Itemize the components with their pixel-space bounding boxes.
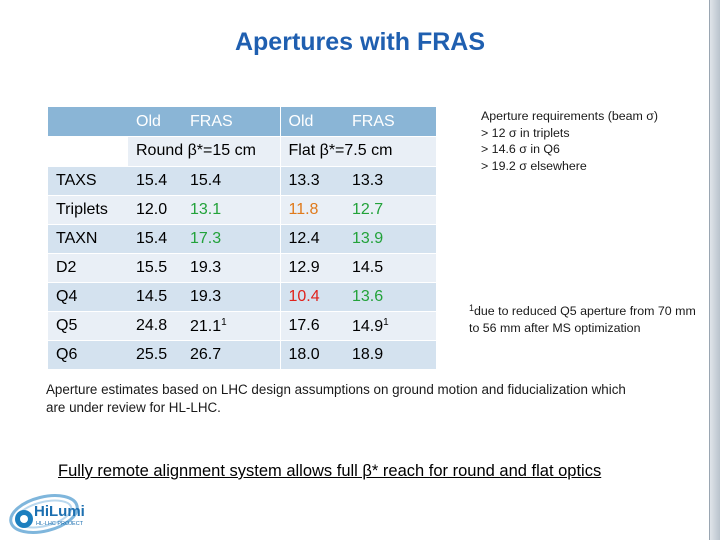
estimates-note: Aperture estimates based on LHC design a… xyxy=(46,382,626,415)
table-row: Triplets 12.0 13.1 11.8 12.7 xyxy=(48,195,436,225)
table-cell: 15.4 xyxy=(128,224,182,254)
footnote-ref: 1 xyxy=(383,316,389,328)
cell-value: 13.6 xyxy=(352,287,384,305)
cell-value: 13.1 xyxy=(190,200,222,218)
apertures-table: Old FRAS Old FRAS Round β*=15 cm Flat β*… xyxy=(48,107,436,371)
row-label: D2 xyxy=(48,253,128,283)
table-cell: 18.9 xyxy=(344,340,436,371)
table-cell: 18.0 xyxy=(280,340,344,371)
table-cell: 17.6 xyxy=(280,311,344,342)
table-cell: 15.4 xyxy=(182,166,281,196)
cell-value: 11.8 xyxy=(288,200,319,218)
row-label: Q4 xyxy=(48,282,128,312)
cell-value: 13.9 xyxy=(352,229,384,247)
conclusion-text: Fully remote alignment system allows ful… xyxy=(58,462,602,480)
cell-value: 12.0 xyxy=(136,200,168,218)
cell-value: 15.4 xyxy=(190,171,222,189)
footnote-ref: 1 xyxy=(221,316,227,328)
logo-name: HiLumi xyxy=(34,503,85,520)
row-label: Triplets xyxy=(48,195,128,225)
table-header-row: Old FRAS Old FRAS xyxy=(48,107,436,137)
cell-value: 13.3 xyxy=(288,171,320,189)
cell-value: 13.3 xyxy=(352,171,384,189)
table-cell: 19.3 xyxy=(182,282,281,312)
table-cell: 13.3 xyxy=(280,166,344,196)
group-label-flat: Flat β*=7.5 cm xyxy=(280,136,436,167)
table-cell: 13.9 xyxy=(344,224,436,254)
cell-value: 14.5 xyxy=(352,258,384,276)
cell-value: 17.3 xyxy=(190,229,222,247)
footnote-text: due to reduced Q5 aperture from 70 mm to… xyxy=(469,304,696,335)
q5-footnote: 1due to reduced Q5 aperture from 70 mm t… xyxy=(469,300,709,337)
header-cell: Old xyxy=(280,107,344,137)
group-label-round: Round β*=15 cm xyxy=(128,136,281,167)
table-cell: 12.7 xyxy=(344,195,436,225)
table-cell: 10.4 xyxy=(280,282,344,312)
cell-value: 25.5 xyxy=(136,346,168,364)
table-cell: 13.6 xyxy=(344,282,436,312)
group-corner xyxy=(48,136,128,167)
cell-value: 19.3 xyxy=(190,258,222,276)
cell-value: 15.5 xyxy=(136,258,168,276)
table-cell: 25.5 xyxy=(128,340,182,371)
table-corner xyxy=(48,107,128,137)
cell-value: 14.9 xyxy=(352,317,384,335)
cell-value: 12.4 xyxy=(288,229,320,247)
table-group-row: Round β*=15 cm Flat β*=7.5 cm xyxy=(48,136,436,167)
cell-value: 10.4 xyxy=(288,287,320,305)
table-cell: 17.3 xyxy=(182,224,281,254)
requirements-line: Aperture requirements (beam σ) xyxy=(481,109,659,123)
cell-value: 18.0 xyxy=(288,346,320,364)
cell-value: 14.5 xyxy=(136,287,168,305)
table-cell: 21.11 xyxy=(182,311,281,342)
table-row: TAXS 15.4 15.4 13.3 13.3 xyxy=(48,166,436,196)
requirements-line: > 14.6 σ in Q6 xyxy=(481,142,560,156)
table-row: Q6 25.5 26.7 18.0 18.9 xyxy=(48,340,436,371)
table-cell: 24.8 xyxy=(128,311,182,342)
table-row: D2 15.5 19.3 12.9 14.5 xyxy=(48,253,436,283)
header-cell: FRAS xyxy=(344,107,436,137)
table-cell: 19.3 xyxy=(182,253,281,283)
hilumi-logo: HiLumi HL-LHC PROJECT xyxy=(9,494,85,534)
table-row: Q5 24.8 21.11 17.6 14.91 xyxy=(48,311,436,342)
cell-value: 12.7 xyxy=(352,200,384,218)
cell-value: 19.3 xyxy=(190,287,222,305)
table-cell: 12.4 xyxy=(280,224,344,254)
cell-value: 26.7 xyxy=(190,346,222,364)
cell-value: 24.8 xyxy=(136,317,168,335)
cell-value: 18.9 xyxy=(352,346,384,364)
row-label: Q6 xyxy=(48,340,128,371)
cell-value: 12.9 xyxy=(288,258,320,276)
table-cell: 26.7 xyxy=(182,340,281,371)
table-cell: 13.3 xyxy=(344,166,436,196)
table-cell: 13.1 xyxy=(182,195,281,225)
header-cell: Old xyxy=(128,107,182,137)
table-cell: 15.5 xyxy=(128,253,182,283)
table-row: TAXN 15.4 17.3 12.4 13.9 xyxy=(48,224,436,254)
table-row: Q4 14.5 19.3 10.4 13.6 xyxy=(48,282,436,312)
cell-value: 17.6 xyxy=(288,317,320,335)
row-label: Q5 xyxy=(48,311,128,342)
cell-value: 21.1 xyxy=(190,317,222,335)
row-label: TAXN xyxy=(48,224,128,254)
header-cell: FRAS xyxy=(182,107,281,137)
row-label: TAXS xyxy=(48,166,128,196)
right-edge-bar xyxy=(709,0,720,540)
requirements-line: > 12 σ in triplets xyxy=(481,125,570,140)
table-cell: 14.5 xyxy=(128,282,182,312)
footnote-marker: 1 xyxy=(469,303,475,313)
cell-value: 15.4 xyxy=(136,171,168,189)
table-cell: 14.91 xyxy=(344,311,436,342)
table-cell: 12.9 xyxy=(280,253,344,283)
requirements-line: > 19.2 σ elsewhere xyxy=(481,158,587,173)
logo-subtitle: HL-LHC PROJECT xyxy=(36,521,84,527)
table-cell: 15.4 xyxy=(128,166,182,196)
table-cell: 11.8 xyxy=(280,195,344,225)
cell-value: 15.4 xyxy=(136,229,168,247)
aperture-requirements: Aperture requirements (beam σ) > 12 σ in… xyxy=(481,108,658,174)
table-cell: 12.0 xyxy=(128,195,182,225)
table-cell: 14.5 xyxy=(344,253,436,283)
page-title: Apertures with FRAS xyxy=(234,28,486,56)
